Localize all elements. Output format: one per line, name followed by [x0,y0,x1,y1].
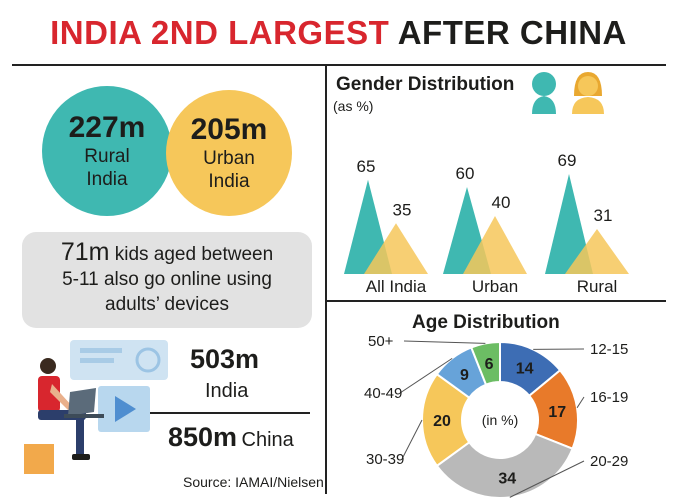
age-center-label: (in %) [482,412,519,428]
woman-head-icon [572,72,604,114]
gender-all-india-male-label: 65 [357,157,376,176]
age-chart: 14 12-15 17 16-19 34 20-29 20 30-39 9 40-49 6 50+ (i… [364,333,628,499]
urban-label-line2: India [208,171,250,192]
age-slice-value-20-29: 34 [498,471,516,488]
age-slice-value-12-15: 14 [516,361,534,378]
age-slice-value-30-39: 20 [433,413,451,430]
title-highlight: INDIA 2ND LARGEST [50,14,390,51]
gender-chart-subtitle: (as %) [333,98,374,114]
gender-chart-title: Gender Distribution [336,74,515,95]
man-head-icon [532,72,556,114]
kids-line1: 71m kids aged between [22,240,312,267]
rural-label-line1: Rural [84,146,130,167]
age-label-16-19: 16-19 [590,389,628,406]
right-mid-divider [327,300,666,302]
urban-label-line1: Urban [203,148,255,169]
age-leader-50+ [403,340,486,344]
age-label-20-29: 20-29 [590,453,628,470]
gender-all-india-female-label: 35 [393,200,412,219]
gender-rural-female-triangle [565,229,629,274]
rural-users-value: 227m [68,111,146,144]
india-total-value: 503m [190,344,260,374]
page-title: INDIA 2ND LARGEST AFTER CHINA [0,14,677,52]
gender-urban-male-label: 60 [456,164,475,183]
gender-urban-female-triangle [463,216,527,274]
gender-category-label-all-india: All India [366,277,427,296]
india-total-label: India [205,380,249,402]
kids-line3: adults’ devices [105,294,229,315]
age-slice-20-29 [435,432,574,499]
kids-line2: 5-11 also go online using [62,269,272,290]
age-slice-value-40-49: 9 [460,367,469,384]
rural-users-bubble: 227m Rural India [42,86,172,216]
kids-info-box: 71m kids aged between 5-11 also go onlin… [22,232,312,328]
vertical-divider [325,66,327,494]
gender-rural-male-triangle [545,173,593,274]
age-leader-20-29 [509,460,585,498]
age-slice-50+ [469,340,501,386]
video-play-icon [98,386,150,432]
chat-screen-icon [70,340,168,380]
top-divider [12,64,666,66]
gender-all-india-female-triangle [364,223,428,274]
age-chart-title: Age Distribution [412,312,560,333]
china-total-value: 850m [168,422,238,452]
stats-divider [150,412,310,414]
age-label-40-49: 40-49 [364,385,402,402]
gender-category-label-urban: Urban [472,277,518,296]
laptop-user-icon [24,358,104,474]
age-leader-30-39 [401,419,423,460]
kids-count: 71m [60,238,110,266]
gender-chart: 65 35 All India 60 40 Urban 69 31 Rural [344,151,629,296]
gender-icons [532,72,604,114]
age-label-50+: 50+ [368,333,394,350]
kids-line1-text: kids aged between [109,244,274,265]
age-slice-value-50+: 6 [485,356,494,373]
age-slice-value-16-19: 17 [548,404,566,421]
gender-rural-female-label: 31 [594,206,613,225]
age-label-12-15: 12-15 [590,341,628,358]
gender-urban-female-label: 40 [492,193,511,212]
urban-users-value: 205m [190,113,268,146]
rural-label-line2: India [86,169,128,190]
gender-rural-male-label: 69 [558,151,577,170]
gender-category-label-rural: Rural [577,277,618,296]
age-label-30-39: 30-39 [366,451,404,468]
china-total-label: China [241,429,294,451]
title-rest: AFTER CHINA [389,14,627,51]
china-total: 850m China [168,422,294,453]
laptop-user-illustration [24,340,168,474]
age-leader-40-49 [399,357,453,394]
urban-users-bubble: 205m Urban India [166,90,292,216]
source-note: Source: IAMAI/Nielsen [183,474,324,490]
age-leader-16-19 [576,396,585,409]
